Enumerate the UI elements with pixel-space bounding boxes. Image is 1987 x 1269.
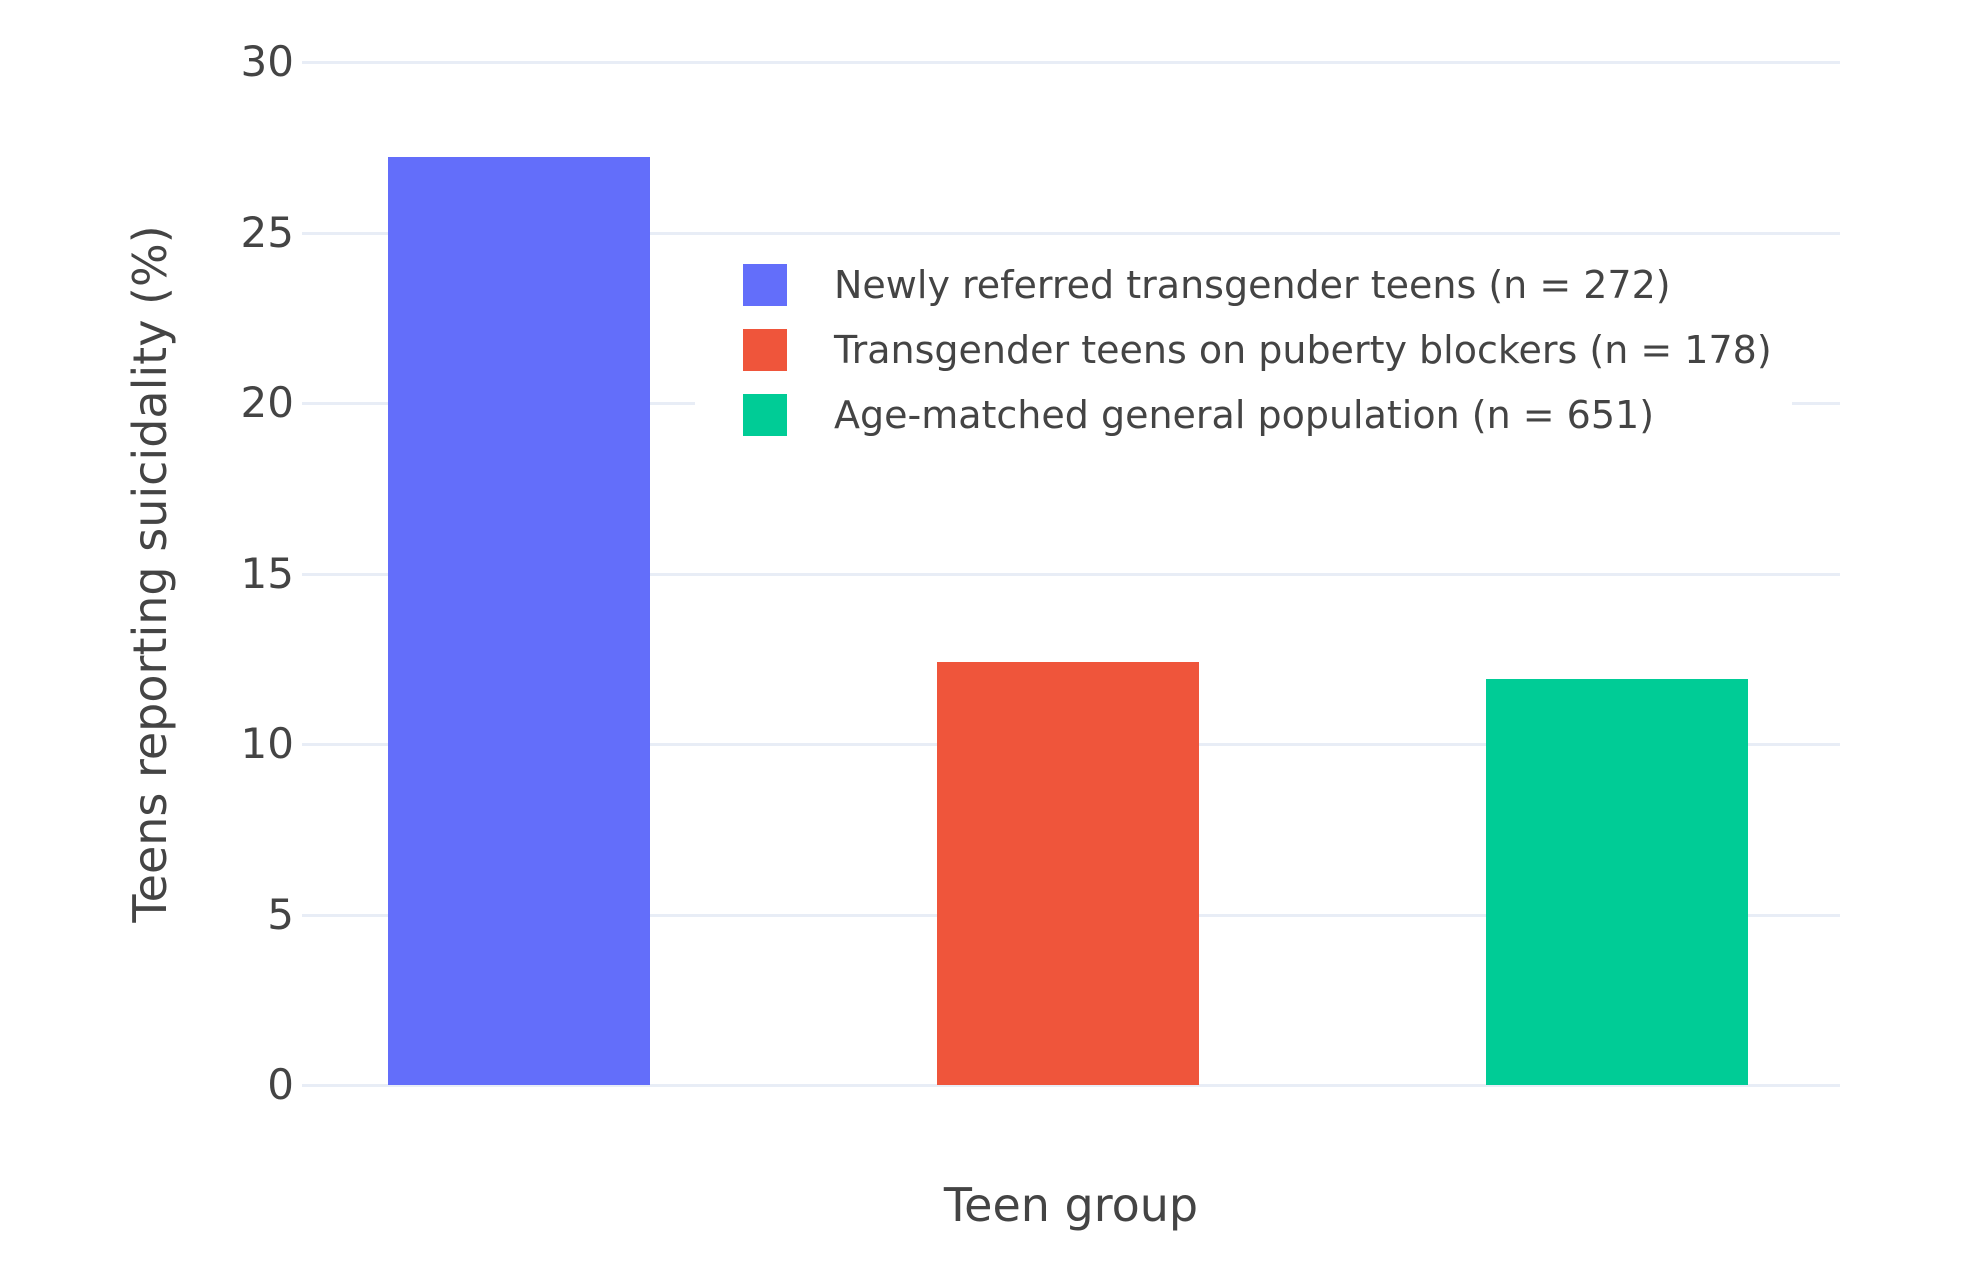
gridline	[302, 572, 1840, 576]
legend-item-puberty-blockers[interactable]: Transgender teens on puberty blockers (n…	[743, 317, 1792, 382]
y-tick-label: 5	[267, 889, 294, 939]
gridline	[302, 61, 1840, 64]
legend-swatch-blue	[743, 263, 787, 306]
gridline	[302, 1084, 1840, 1087]
x-axis-title: Teen group	[943, 1178, 1199, 1232]
y-tick-label: 0	[267, 1060, 294, 1109]
y-tick-label: 25	[240, 207, 294, 257]
legend-item-newly-referred[interactable]: Newly referred transgender teens (n = 27…	[743, 252, 1792, 317]
y-tick-label: 15	[240, 548, 294, 598]
legend-label: Newly referred transgender teens (n = 27…	[834, 262, 1671, 307]
legend-label: Transgender teens on puberty blockers (n…	[834, 327, 1772, 372]
legend-swatch-green	[743, 393, 787, 436]
gridline	[302, 231, 1840, 235]
y-tick-label: 30	[240, 37, 294, 86]
bar-1[interactable]	[937, 662, 1199, 1085]
legend-label: Age-matched general population (n = 651)	[834, 392, 1655, 437]
bar-0[interactable]	[388, 157, 650, 1085]
legend-item-general-population[interactable]: Age-matched general population (n = 651)	[743, 382, 1792, 447]
legend: Newly referred transgender teens (n = 27…	[695, 245, 1792, 455]
bar-2[interactable]	[1486, 679, 1748, 1085]
y-tick-label: 20	[240, 378, 294, 427]
y-axis-title: Teens reporting suicidality (%)	[123, 225, 177, 923]
legend-swatch-red	[743, 328, 787, 371]
y-tick-label: 10	[240, 719, 294, 768]
